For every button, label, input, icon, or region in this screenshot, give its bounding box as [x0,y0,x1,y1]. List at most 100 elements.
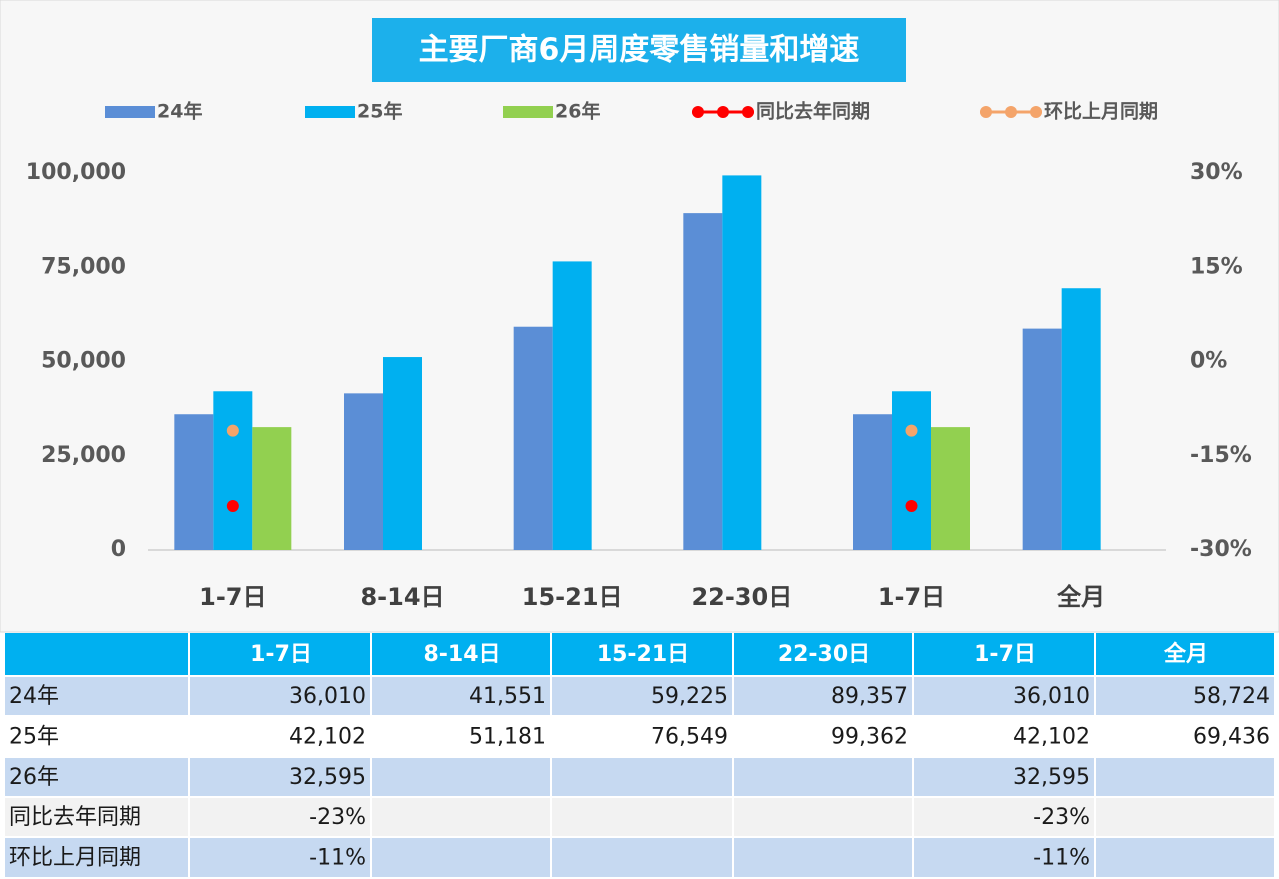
bar [174,414,214,550]
table-value: 59,225 [651,684,728,709]
table-cell [1096,838,1274,877]
bar [892,391,931,550]
row-label: 26年 [9,765,59,790]
table-header-cell [372,633,550,675]
title-box [372,18,906,82]
table-cell [5,677,188,715]
chart-title: 主要厂商6月周度零售销量和增速 [419,33,860,68]
table-value: 69,436 [1193,725,1270,750]
legend-label: 25年 [357,100,402,123]
bar [513,326,553,550]
table-header-text: 1-7日 [250,642,312,667]
table-value: 32,595 [1013,765,1090,790]
row-label: 24年 [9,684,59,709]
table-value: 36,010 [1013,684,1090,709]
y-tick-label: 25,000 [41,443,126,468]
table-cell [372,838,550,877]
bar [383,357,422,550]
bar [1061,288,1101,550]
table-value: 41,551 [469,684,546,709]
point [905,500,918,513]
table-cell [552,838,732,877]
x-tick-label: 1-7日 [199,583,266,611]
table-cell [914,717,1094,756]
table-value: 42,102 [1013,725,1090,750]
y-tick-label: 100,000 [26,160,126,185]
point [226,500,239,513]
y2-tick-label: 0% [1190,349,1227,374]
table-value: 99,362 [831,725,908,750]
table-value: -23% [1033,805,1090,830]
table-value: -11% [309,846,366,871]
table-cell [5,798,188,836]
y2-tick-label: 15% [1190,254,1243,279]
legend-label: 24年 [157,100,202,123]
bar [344,393,383,550]
table-cell [552,798,732,836]
legend-marker [1005,106,1017,118]
table-cell [190,798,370,836]
x-tick-label: 22-30日 [691,583,792,611]
legend-label: 环比上月同期 [1044,101,1158,123]
table-cell [914,798,1094,836]
table-cell [552,677,732,715]
table-cell [372,717,550,756]
table-cell [914,758,1094,796]
table-cell [372,677,550,715]
x-tick-label: 8-14日 [360,583,444,611]
table-cell [552,758,732,796]
table-value: 42,102 [289,725,366,750]
table-cell [5,758,188,796]
legend-marker [1030,106,1042,118]
x-tick-label: 15-21日 [522,583,623,611]
table-cell [190,758,370,796]
table-cell [914,677,1094,715]
legend-marker [692,106,704,118]
table-cell [190,717,370,756]
table-cell [1096,717,1274,756]
table-value: 89,357 [831,684,908,709]
row-label: 25年 [9,725,59,750]
table-header-text: 15-21日 [597,642,689,667]
table-cell [734,677,912,715]
y-tick-label: 0 [111,537,126,562]
table-cell [914,838,1094,877]
table-cell [1096,798,1274,836]
y-tick-label: 50,000 [41,349,126,374]
table-header-cell [734,633,912,675]
y2-tick-label: -15% [1190,443,1252,468]
table-value: 58,724 [1193,684,1270,709]
legend-marker [980,106,992,118]
table-header-cell [190,633,370,675]
bar [552,261,592,550]
table-cell [734,717,912,756]
table-header-text: 8-14日 [423,642,500,667]
table-value: 32,595 [289,765,366,790]
table-cell [5,717,188,756]
x-tick-label: 全月 [1056,583,1105,611]
table-header-bg [5,633,188,675]
bar [722,175,762,550]
bar [683,213,723,550]
legend-swatch [305,106,355,118]
table-value: -23% [309,805,366,830]
table-cell [372,758,550,796]
table-value: -11% [1033,846,1090,871]
table-header-text: 全月 [1163,641,1208,667]
point [905,424,918,437]
legend-swatch [503,106,553,118]
table-cell [734,798,912,836]
table-header-cell [552,633,732,675]
table-cell [190,838,370,877]
y2-tick-label: 30% [1190,160,1243,185]
table-header-text: 1-7日 [974,642,1036,667]
bar [931,427,970,550]
bar [252,427,292,550]
point [226,424,239,437]
row-label: 环比上月同期 [9,846,141,871]
table-cell [552,717,732,756]
table-header-cell [914,633,1094,675]
legend-marker [742,106,754,118]
table-value: 76,549 [651,725,728,750]
bar [1022,328,1062,550]
